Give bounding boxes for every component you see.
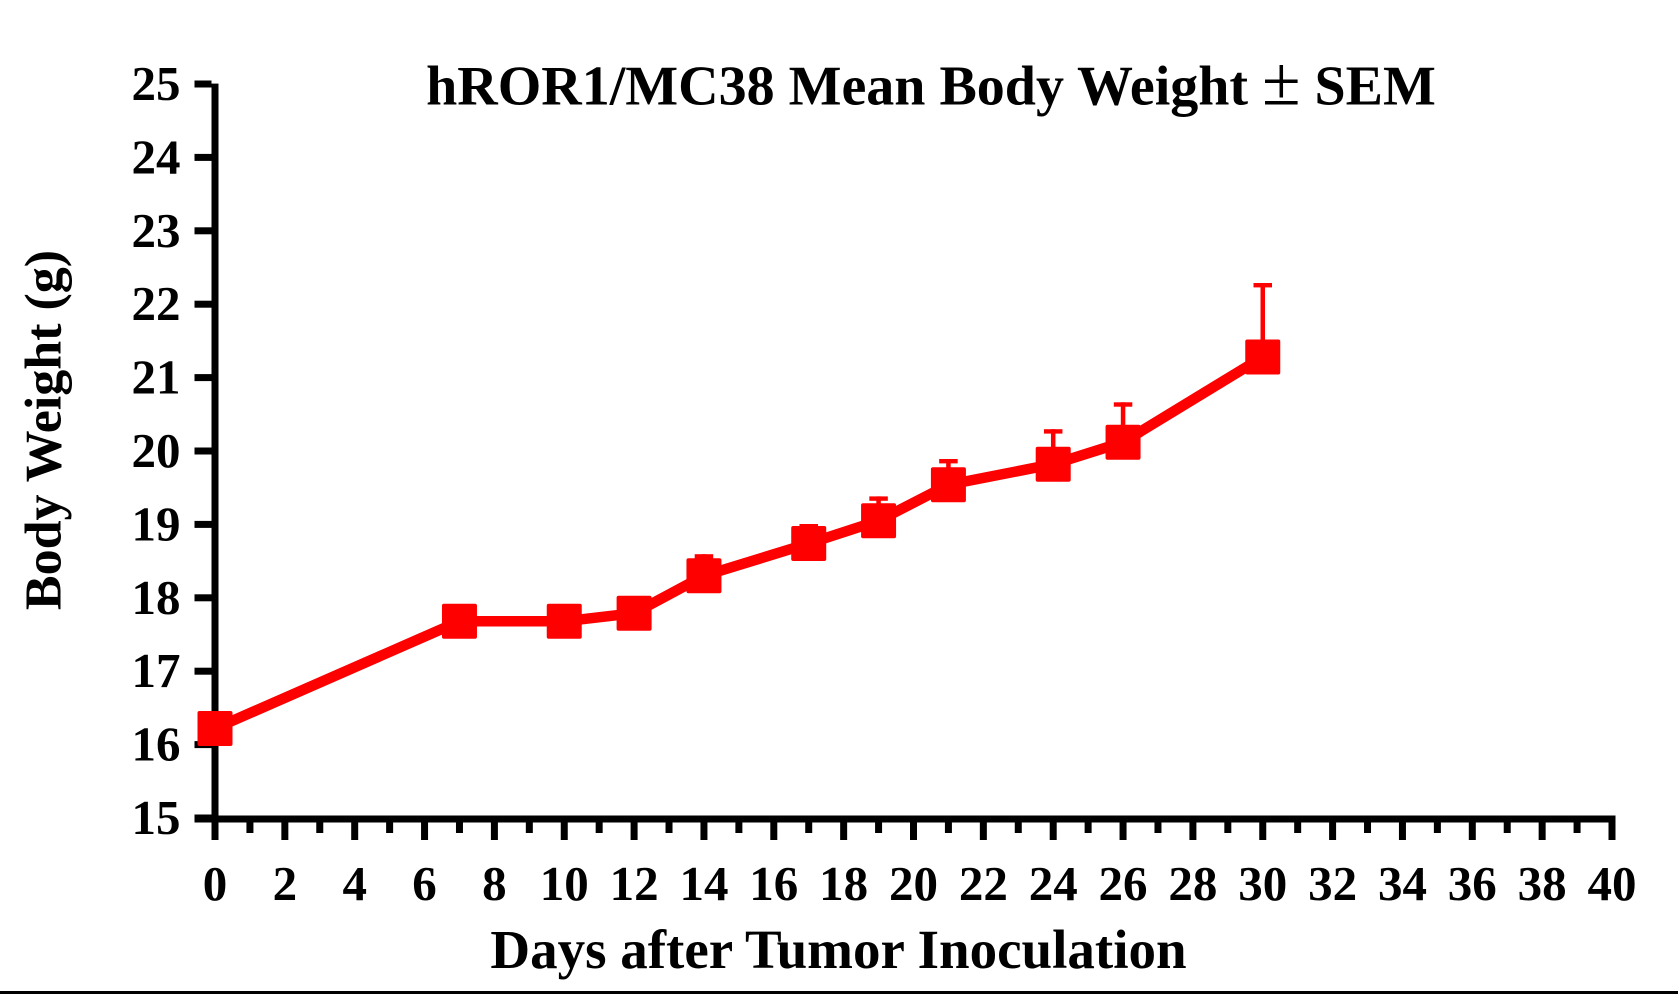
svg-text:19: 19	[132, 496, 181, 551]
svg-text:24: 24	[1029, 856, 1078, 911]
svg-text:32: 32	[1308, 856, 1357, 911]
svg-text:30: 30	[1238, 856, 1287, 911]
svg-text:20: 20	[889, 856, 938, 911]
svg-text:16: 16	[132, 717, 181, 772]
svg-text:hROR1/MC38 Mean Body Weight ±: hROR1/MC38 Mean Body Weight ± SEM	[426, 44, 1436, 121]
svg-text:18: 18	[132, 570, 181, 625]
svg-text:36: 36	[1448, 856, 1497, 911]
svg-text:15: 15	[132, 790, 181, 845]
svg-text:6: 6	[412, 856, 437, 911]
svg-text:40: 40	[1588, 856, 1637, 911]
svg-text:2: 2	[273, 856, 298, 911]
svg-text:22: 22	[959, 856, 1008, 911]
svg-text:20: 20	[132, 423, 181, 478]
svg-text:25: 25	[132, 56, 181, 111]
svg-text:38: 38	[1518, 856, 1567, 911]
svg-text:22: 22	[132, 276, 181, 331]
svg-text:Body Weight (g): Body Weight (g)	[16, 250, 73, 610]
svg-text:0: 0	[203, 856, 228, 911]
svg-text:14: 14	[679, 856, 728, 911]
svg-text:10: 10	[540, 856, 589, 911]
svg-text:24: 24	[132, 129, 181, 184]
svg-text:26: 26	[1099, 856, 1148, 911]
svg-text:23: 23	[132, 203, 181, 258]
svg-text:28: 28	[1168, 856, 1217, 911]
svg-text:12: 12	[610, 856, 659, 911]
svg-text:8: 8	[482, 856, 507, 911]
svg-text:18: 18	[819, 856, 868, 911]
svg-text:4: 4	[342, 856, 367, 911]
svg-text:21: 21	[132, 350, 181, 405]
svg-text:17: 17	[132, 643, 181, 698]
svg-text:34: 34	[1378, 856, 1427, 911]
svg-text:Days after Tumor Inoculation: Days after Tumor Inoculation	[490, 919, 1186, 980]
svg-text:16: 16	[749, 856, 798, 911]
